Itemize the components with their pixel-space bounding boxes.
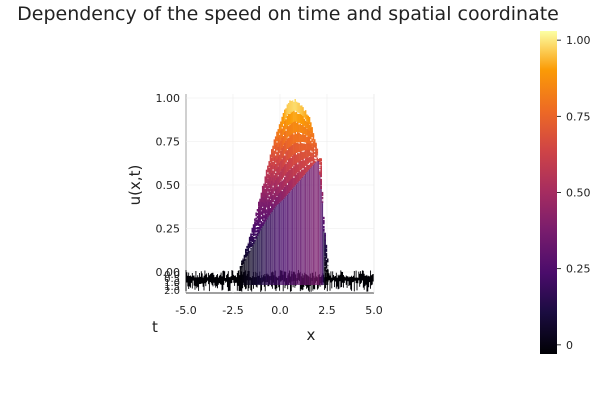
t-ticks: 0.00.51.01.52.0 bbox=[164, 270, 180, 297]
plot-area: -5.0 -2.5 0.0 2.5 5.0 0.00 0.25 0.50 0.75 1.00 0… bbox=[156, 92, 383, 317]
colorbar-tick-label: 1.00 bbox=[566, 34, 591, 47]
t-tick-label: 0.0 bbox=[164, 270, 180, 281]
colorbar-tick-label: 0 bbox=[566, 339, 573, 352]
x-tick-label: -5.0 bbox=[175, 304, 196, 317]
x-tick-label: 0.0 bbox=[271, 304, 289, 317]
z-ticks: 0.00 0.25 0.50 0.75 1.00 bbox=[156, 92, 181, 279]
z-axis-label: u(x,t) bbox=[126, 165, 144, 206]
x-ticks: -5.0 -2.5 0.0 2.5 5.0 bbox=[175, 304, 382, 317]
colorbar-gradient bbox=[540, 31, 557, 354]
x-tick-label: 2.5 bbox=[318, 304, 336, 317]
x-axis-label: x bbox=[307, 326, 316, 344]
z-tick-label: 0.75 bbox=[156, 136, 181, 149]
colorbar-tick-label: 0.25 bbox=[566, 263, 591, 276]
x-tick-label: -2.5 bbox=[222, 304, 243, 317]
colorbar-tick-label: 0.50 bbox=[566, 187, 591, 200]
colorbar-tick-label: 0.75 bbox=[566, 110, 591, 123]
surface bbox=[239, 99, 329, 285]
z-tick-label: 1.00 bbox=[156, 92, 181, 105]
t-axis-label: t bbox=[152, 318, 158, 336]
z-tick-label: 0.00 bbox=[156, 266, 181, 279]
t-tick-label: 0.5 bbox=[164, 274, 180, 285]
z-tick-label: 0.50 bbox=[156, 179, 181, 192]
t-tick-label: 1.5 bbox=[164, 282, 180, 293]
t-tick-label: 1.0 bbox=[164, 278, 180, 289]
colorbar: 0 0.25 0.50 0.75 1.00 bbox=[540, 31, 591, 354]
chart-title: Dependency of the speed on time and spat… bbox=[17, 3, 559, 25]
z-tick-label: 0.25 bbox=[156, 223, 181, 236]
x-tick-label: 5.0 bbox=[365, 304, 383, 317]
t-tick-label: 2.0 bbox=[164, 286, 180, 297]
colorbar-ticks: 0 0.25 0.50 0.75 1.00 bbox=[557, 34, 591, 352]
